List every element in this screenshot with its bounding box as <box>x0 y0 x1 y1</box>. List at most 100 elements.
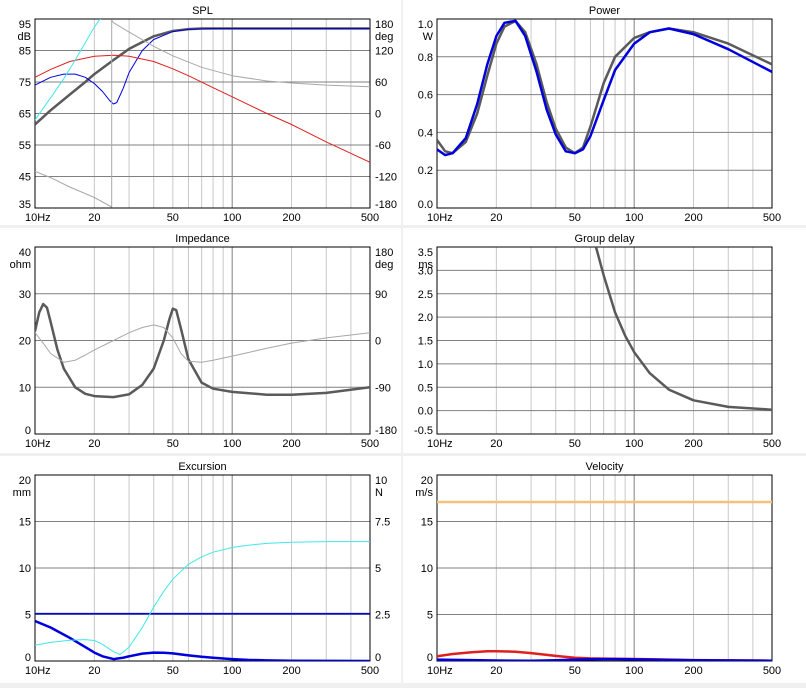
y-tick-label: 55 <box>19 140 31 152</box>
x-tick-label: 500 <box>361 665 379 677</box>
y2-tick-label: 5 <box>375 563 381 575</box>
power-grid <box>437 18 772 209</box>
y-tick-label: 20 <box>19 475 31 487</box>
y-tick-label: 30 <box>19 289 31 301</box>
y-tick-label: 1.0 <box>418 19 433 31</box>
x-tick-label: 50 <box>569 665 581 677</box>
y-tick-label: 10 <box>19 563 31 575</box>
y-tick-label: 20 <box>19 336 31 348</box>
x-tick-label: 20 <box>88 665 100 677</box>
impedance-series <box>35 302 370 399</box>
y-tick-label: 3.0 <box>418 265 433 277</box>
x-tick-label: 10Hz <box>427 665 453 677</box>
x-tick-label: 500 <box>361 438 379 450</box>
excursion-panel: Excursion 20 15 10 5 0 mm 10 7.5 5 2.5 0 N 10Hz 20 50 10… <box>0 456 401 683</box>
y2-tick-label: -60 <box>375 140 391 152</box>
x-tick-label: 50 <box>569 438 581 450</box>
spl-title: SPL <box>192 5 213 17</box>
velocity-plot-frame <box>436 474 773 662</box>
x-tick-label: 50 <box>167 438 179 450</box>
y2-tick-label: 0 <box>375 652 381 664</box>
y-tick-label: 5 <box>25 610 31 622</box>
y2-tick-label: -90 <box>375 382 391 394</box>
power-series <box>437 19 772 157</box>
excursion-title: Excursion <box>178 461 226 473</box>
group_delay-title: Group delay <box>575 233 635 245</box>
y-tick-label: 2.0 <box>418 312 433 324</box>
x-tick-label: 100 <box>223 438 241 450</box>
power-panel: Power 1.0 0.8 0.6 0.4 0.2 0.0 W 10Hz 20 50 100 200 50… <box>403 0 806 225</box>
y-tick-label: 0.4 <box>418 127 433 139</box>
x-tick-label: 10Hz <box>427 212 453 224</box>
excursion-series <box>35 541 370 661</box>
y-tick-label: 0 <box>25 652 31 664</box>
velocity-panel: Velocity 20 15 10 5 0 m/s 10Hz 20 50 100 200 500 <box>403 456 806 683</box>
y-tick-label: 40 <box>19 247 31 259</box>
spl-series-cyan-3 <box>35 19 101 121</box>
impedance-y-unit: ohm <box>10 259 31 271</box>
y-tick-label: 20 <box>421 475 433 487</box>
group_delay-plot-frame <box>436 246 773 435</box>
y2-tick-label: 60 <box>375 77 387 89</box>
y-tick-label: 0.2 <box>418 165 433 177</box>
y2-tick-label: 180 <box>375 247 393 259</box>
y-tick-label: 0.8 <box>418 52 433 64</box>
power-plot-frame <box>436 18 773 209</box>
x-tick-label: 10Hz <box>25 212 51 224</box>
x-tick-label: 10Hz <box>427 438 453 450</box>
y-tick-label: 15 <box>19 517 31 529</box>
velocity-y-unit: m/s <box>415 487 433 499</box>
y-tick-label: 10 <box>421 563 433 575</box>
x-tick-label: 10Hz <box>25 438 51 450</box>
y2-tick-label: -180 <box>375 199 397 211</box>
power-series-dark-0 <box>437 19 772 155</box>
y-tick-label: 0.0 <box>418 199 433 211</box>
y-tick-label: 0.0 <box>418 406 433 418</box>
group-delay-chart: Group delay 3.5 3.0 2.5 2.0 1.5 1.0 0.5 0.0 -0.5 m… <box>414 233 781 450</box>
spl-series-blue-1 <box>35 28 370 105</box>
spl-grid <box>35 18 370 209</box>
y2-tick-label: 2.5 <box>375 610 390 622</box>
spl-y-unit: dB <box>18 31 31 43</box>
velocity-series <box>437 500 772 661</box>
y-tick-label: 0 <box>25 425 31 437</box>
power-series-blue-1 <box>437 19 772 157</box>
x-tick-label: 100 <box>625 438 643 450</box>
y2-tick-label: -120 <box>375 172 397 184</box>
impedance-panel: Impedance 40 30 20 10 0 ohm 180 90 0 -90 -180 deg 10H… <box>0 228 401 453</box>
impedance-series-grey-1 <box>35 324 370 363</box>
excursion-plot-frame <box>34 474 371 662</box>
x-tick-label: 500 <box>763 665 781 677</box>
spl-y2-unit: deg <box>375 31 393 43</box>
excursion-grid <box>35 474 370 662</box>
x-tick-label: 100 <box>223 212 241 224</box>
y2-tick-label: 180 <box>375 19 393 31</box>
y-tick-label: 95 <box>19 19 31 31</box>
x-tick-label: 500 <box>763 212 781 224</box>
x-tick-label: 20 <box>490 665 502 677</box>
spl-series-grey-4 <box>35 19 370 208</box>
group_delay-y-unit: ms <box>418 259 433 271</box>
y-tick-label: 85 <box>19 46 31 58</box>
y-tick-label: 3.5 <box>418 247 433 259</box>
excursion-series-blue-1 <box>35 619 370 661</box>
y-tick-label: 10 <box>19 382 31 394</box>
x-tick-label: 200 <box>282 665 300 677</box>
spl-chart: SPL 95 85 75 65 55 45 35 dB 180 120 60 0 -60 -120 -180 d… <box>18 5 398 224</box>
velocity-title: Velocity <box>586 461 624 473</box>
y-tick-label: 0.5 <box>418 382 433 394</box>
excursion-y2-unit: N <box>375 487 383 499</box>
x-tick-label: 20 <box>88 438 100 450</box>
y-tick-label: 5 <box>427 610 433 622</box>
power-title: Power <box>589 5 621 17</box>
x-tick-label: 100 <box>625 665 643 677</box>
y-tick-label: 1.0 <box>418 359 433 371</box>
x-tick-label: 200 <box>684 438 702 450</box>
x-tick-label: 500 <box>763 438 781 450</box>
y-tick-label: 15 <box>421 517 433 529</box>
y2-tick-label: 90 <box>375 289 387 301</box>
group_delay-series-dark-0 <box>594 247 772 411</box>
